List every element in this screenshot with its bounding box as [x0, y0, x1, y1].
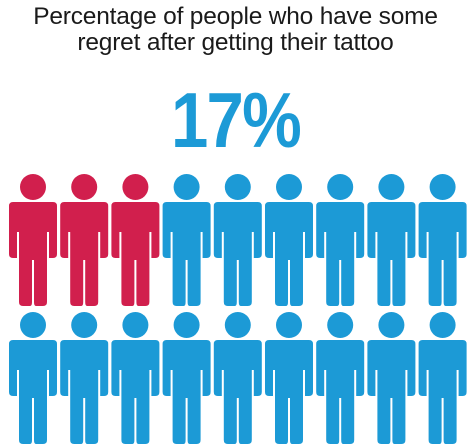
person-icon-no-regret	[265, 312, 313, 444]
person-icon-no-regret	[367, 312, 416, 444]
person-icon-regret	[60, 174, 109, 306]
headline-percentage: 17%	[170, 76, 302, 164]
person-icon-no-regret	[418, 312, 467, 444]
person-icon-no-regret	[213, 312, 262, 444]
person-icon-no-regret	[418, 174, 467, 306]
person-icon-no-regret	[213, 174, 262, 306]
person-icon-no-regret	[9, 312, 57, 444]
person-icon-no-regret	[367, 174, 416, 306]
person-icon-no-regret	[316, 312, 365, 444]
person-icon-regret	[9, 174, 57, 306]
person-icon-no-regret	[162, 312, 211, 444]
person-icon-no-regret	[162, 174, 211, 306]
chart-title-line-2: regret after getting their tattoo	[77, 29, 394, 56]
chart-title-line-1: Percentage of people who have some	[33, 3, 438, 30]
person-icon-no-regret	[111, 312, 160, 444]
person-icon-no-regret	[265, 174, 313, 306]
chart-title: Percentage of people who have some regre…	[0, 4, 471, 56]
person-icon-no-regret	[316, 174, 365, 306]
person-icon-regret	[111, 174, 160, 306]
person-icon-no-regret	[60, 312, 109, 444]
